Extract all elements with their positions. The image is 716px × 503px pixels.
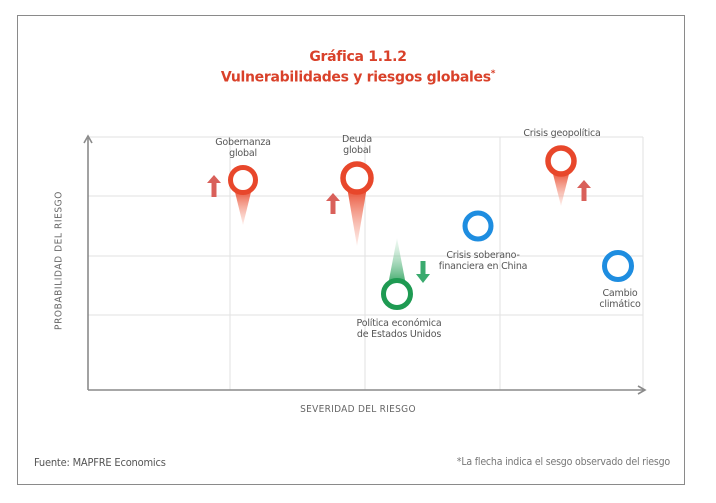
label-line: Crisis soberano- — [446, 250, 520, 261]
arrow-down-icon — [416, 261, 430, 283]
chart-title: Vulnerabilidades y riesgos globales* — [0, 69, 716, 86]
point-crisis-china — [462, 210, 494, 242]
point-cambio-climatico — [602, 250, 634, 282]
label-deuda: Deuda global — [327, 134, 387, 156]
chart-frame — [17, 15, 685, 485]
y-axis-label: PROBABILIDAD DEL RIESGO — [53, 191, 65, 330]
arrow-up-icon — [577, 180, 591, 201]
axes — [83, 134, 647, 395]
label-line: global — [343, 145, 371, 156]
chart-title-text: Vulnerabilidades y riesgos globales — [220, 69, 491, 86]
label-cambio: Cambio climático — [588, 288, 652, 310]
label-china: Crisis soberano-financiera en China — [428, 250, 538, 272]
chart-title-number: Gráfica 1.1.2 — [309, 49, 407, 65]
label-line: Crisis geopolítica — [523, 128, 601, 139]
label-geopolitica: Crisis geopolítica — [510, 128, 614, 139]
label-eeuu: Política económica de Estados Unidos — [344, 318, 454, 340]
label-line: Cambio — [602, 288, 638, 299]
label-line: global — [229, 148, 257, 159]
point-politica-eeuu — [381, 238, 430, 310]
label-line: financiera en China — [438, 261, 528, 272]
x-axis-label: SEVERIDAD DEL RIESGO — [300, 404, 416, 415]
label-line: Política económica — [356, 318, 442, 329]
label-line: climático — [599, 299, 641, 310]
grid-lines — [88, 136, 644, 390]
label-gobernanza: Gobernanza global — [203, 137, 283, 159]
label-line: Deuda — [341, 134, 373, 145]
footnote-text: *La flecha indica el sesgo observado del… — [456, 456, 670, 468]
title-asterisk: * — [490, 69, 496, 79]
source-text: Fuente: MAPFRE Economics — [34, 456, 166, 469]
label-line: de Estados Unidos — [356, 329, 442, 340]
point-deuda-global — [326, 161, 374, 246]
point-crisis-geopolitica — [545, 145, 591, 206]
arrow-up-icon — [326, 193, 340, 214]
label-line: Gobernanza — [215, 137, 271, 148]
point-gobernanza-global — [207, 165, 258, 225]
arrow-up-icon — [207, 175, 221, 197]
